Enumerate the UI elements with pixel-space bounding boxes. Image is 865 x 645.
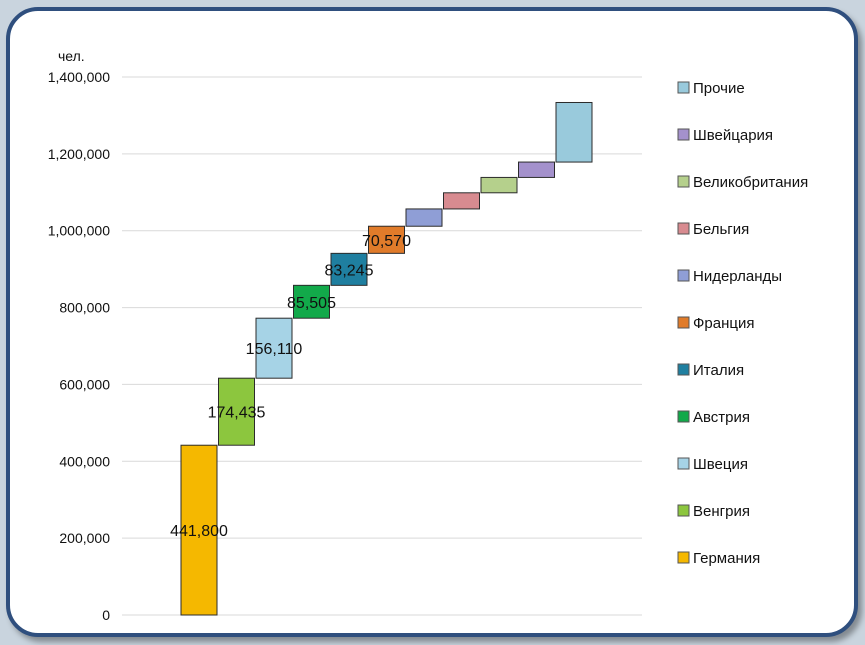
legend-swatch-11: [677, 81, 690, 94]
waterfall-chart: 0 200,000 400,000 600,000 800,000 1,000,000 1,…: [48, 48, 809, 623]
data-labels: 441,800 174,435 156,110 85,505 83,245 70,570: [170, 233, 411, 540]
y-tick-label: 1,000,000: [48, 223, 110, 239]
legend-label-7: Нидерланды: [693, 268, 782, 285]
data-label-1: 441,800: [170, 523, 228, 540]
bar-7: [405, 208, 443, 227]
y-tick-label: 400,000: [59, 453, 110, 469]
legend-label-8: Бельгия: [693, 221, 749, 238]
legend-label-1: Германия: [693, 550, 760, 567]
y-tick-label: 0: [102, 607, 110, 623]
legend-swatch-6: [677, 316, 690, 329]
y-tick-label: 800,000: [59, 300, 110, 316]
y-unit-label: чел.: [58, 48, 85, 64]
legend-swatch-7: [677, 269, 690, 282]
legend: Прочие Швейцария Великобритания Бельгия Ниде…: [677, 80, 808, 567]
bar-1: [180, 444, 218, 616]
data-label-4: 85,505: [287, 295, 336, 312]
bar-11: [555, 101, 593, 163]
legend-swatch-9: [677, 175, 690, 188]
bar-10: [518, 161, 555, 178]
y-tick-label: 1,200,000: [48, 146, 110, 162]
legend-swatch-8: [677, 222, 690, 235]
bar-9: [480, 176, 518, 194]
legend-swatch-5: [677, 363, 690, 376]
legend-swatch-3: [677, 457, 690, 470]
y-tick-label: 1,400,000: [48, 69, 110, 85]
bar-3: [255, 317, 293, 379]
y-axis: 0 200,000 400,000 600,000 800,000 1,000,000 1,…: [48, 69, 111, 623]
bar-6: [368, 225, 405, 254]
legend-label-11: Прочие: [693, 80, 745, 97]
bars: [180, 101, 593, 616]
legend-swatch-10: [677, 128, 690, 141]
bar-4: [293, 284, 330, 319]
legend-label-3: Швеция: [693, 456, 748, 473]
legend-swatch-1: [677, 551, 690, 564]
data-label-5: 83,245: [325, 262, 374, 279]
legend-label-2: Венгрия: [693, 503, 750, 520]
data-label-3: 156,110: [246, 341, 303, 358]
data-label-2: 174,435: [208, 405, 266, 422]
legend-label-10: Швейцария: [693, 127, 773, 144]
chart-frame: 0 200,000 400,000 600,000 800,000 1,000,000 1,…: [6, 7, 858, 637]
legend-label-9: Великобритания: [693, 174, 808, 191]
legend-label-6: Франция: [693, 315, 754, 332]
bar-2: [218, 377, 255, 446]
y-tick-label: 200,000: [59, 530, 110, 546]
legend-label-5: Италия: [693, 362, 744, 379]
legend-swatch-2: [677, 504, 690, 517]
bar-8: [443, 192, 480, 210]
data-label-6: 70,570: [362, 233, 411, 250]
bar-5: [330, 252, 368, 286]
legend-swatch-4: [677, 410, 690, 423]
legend-label-4: Австрия: [693, 409, 750, 426]
y-tick-label: 600,000: [59, 376, 110, 392]
